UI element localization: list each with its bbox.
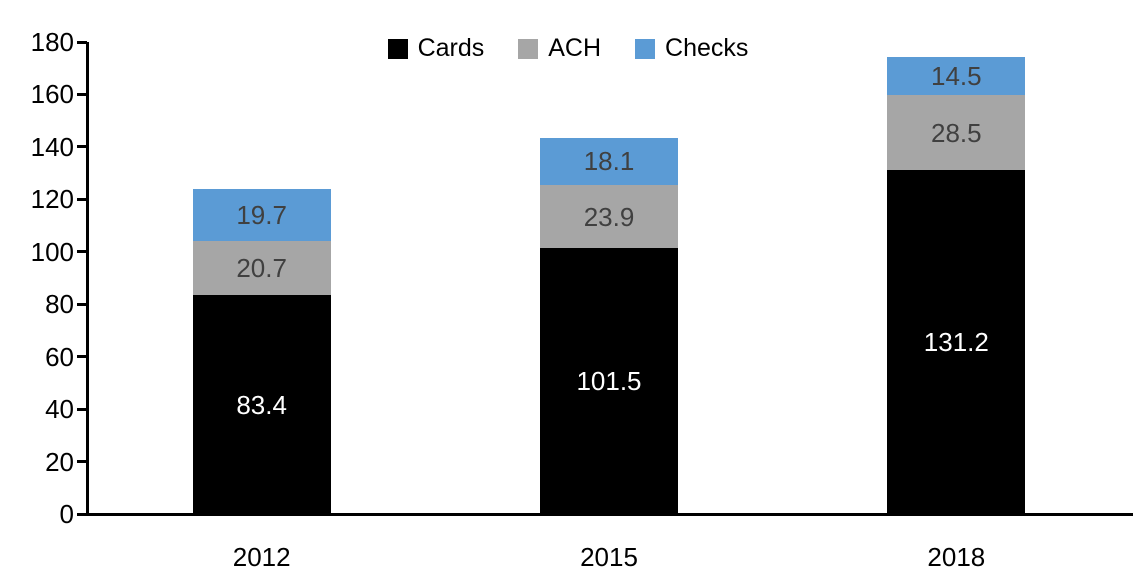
y-axis-tick: [77, 197, 87, 201]
legend-marker-checks-icon: [635, 38, 656, 59]
legend-marker-cards-icon: [387, 38, 408, 59]
data-label-ach-2018: 28.5: [931, 117, 982, 148]
chart-legend: Cards ACH Checks: [0, 36, 1136, 61]
y-axis-tick: [77, 355, 87, 359]
x-axis-label-2015: 2015: [580, 542, 638, 572]
legend-label-checks: Checks: [665, 34, 749, 62]
y-axis-tick-label: 80: [45, 289, 74, 320]
y-axis-tick-label: 100: [30, 236, 74, 267]
legend-marker-ach-icon: [518, 38, 539, 59]
y-axis-tick-label: 60: [45, 341, 74, 372]
bar-segment-checks-2012: 19.7: [192, 189, 331, 242]
bar-segment-cards-2012: 83.4: [192, 295, 331, 514]
y-axis-tick: [77, 407, 87, 411]
y-axis-tick: [77, 92, 87, 96]
x-axis-label-2012: 2012: [232, 542, 291, 572]
legend-item-checks: Checks: [635, 36, 748, 61]
x-axis-line: [77, 513, 1133, 516]
bar-segment-cards-2015: 101.5: [540, 247, 678, 514]
y-axis-tick-label: 140: [30, 131, 74, 162]
data-label-checks-2015: 18.1: [583, 146, 635, 177]
y-axis-tick-label: 120: [30, 184, 74, 215]
data-label-cards-2018: 131.2: [923, 326, 989, 357]
y-axis-line: [86, 42, 89, 516]
y-axis-tick-label: 20: [45, 446, 74, 477]
data-label-ach-2012: 20.7: [236, 253, 287, 284]
bar-segment-ach-2015: 23.9: [540, 185, 678, 248]
legend-item-ach: ACH: [518, 36, 601, 61]
bar-segment-checks-2015: 18.1: [540, 137, 678, 186]
bar-segment-ach-2012: 20.7: [192, 241, 331, 296]
legend-item-cards: Cards: [387, 34, 485, 62]
y-axis-tick-label: 160: [30, 79, 74, 110]
y-axis-tick: [77, 512, 87, 516]
data-label-checks-2018: 14.5: [931, 61, 982, 92]
y-axis-tick-label: 180: [30, 27, 74, 57]
legend-label-cards: Cards: [417, 34, 485, 62]
y-axis-tick: [77, 145, 87, 149]
data-label-cards-2015: 101.5: [576, 365, 642, 396]
data-label-cards-2012: 83.4: [236, 389, 287, 420]
bar-segment-ach-2018: 28.5: [887, 95, 1026, 170]
data-label-ach-2015: 23.9: [583, 201, 635, 232]
y-axis-tick: [77, 302, 87, 306]
bar-segment-cards-2018: 131.2: [887, 169, 1026, 514]
x-axis-label-2018: 2018: [927, 542, 986, 572]
bar-segment-checks-2018: 14.5: [887, 57, 1026, 96]
y-axis-tick: [77, 250, 87, 254]
y-axis-tick-label: 0: [59, 499, 74, 529]
data-label-checks-2012: 19.7: [236, 200, 287, 231]
y-axis-tick-label: 40: [45, 394, 74, 425]
y-axis-tick: [77, 40, 87, 44]
legend-label-ach: ACH: [548, 34, 602, 62]
y-axis-tick: [77, 460, 87, 464]
